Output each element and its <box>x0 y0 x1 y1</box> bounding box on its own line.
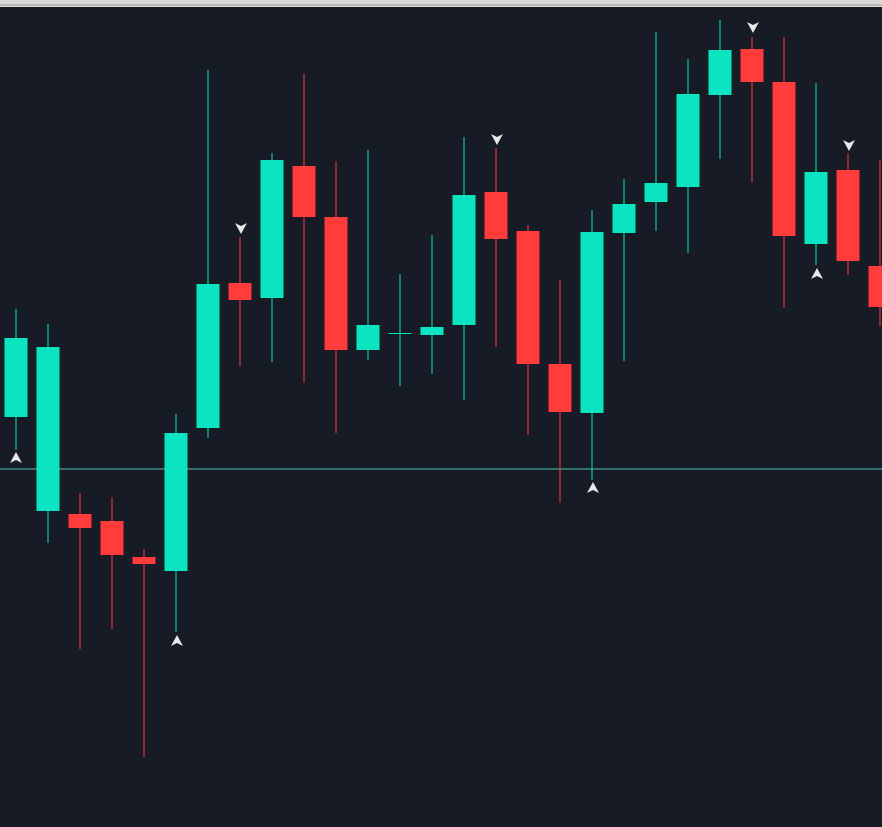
candle-body <box>484 192 508 239</box>
candle-body <box>196 284 220 428</box>
sell-arrow <box>843 140 855 151</box>
sell-arrow <box>235 223 247 234</box>
candle-body <box>708 50 732 95</box>
candle-body <box>452 195 476 325</box>
candle-body <box>644 183 668 202</box>
buy-arrow <box>171 635 183 646</box>
sell-arrow <box>491 134 503 145</box>
candle-body <box>772 82 796 236</box>
candle-body <box>4 338 28 417</box>
candle-body <box>388 333 412 334</box>
candle-body <box>356 325 380 350</box>
buy-arrow <box>10 452 22 463</box>
candle-body <box>228 283 252 300</box>
candle-body <box>292 166 316 217</box>
candle-body <box>740 49 764 82</box>
candle-body <box>420 327 444 335</box>
buy-arrow <box>587 482 599 493</box>
candle-body <box>612 204 636 233</box>
candle-body <box>516 231 540 364</box>
buy-arrow <box>811 268 823 279</box>
candle-body <box>548 364 572 412</box>
candle-body <box>100 521 124 555</box>
candle-body <box>676 94 700 187</box>
candle-body <box>868 266 882 307</box>
candle-body <box>580 232 604 413</box>
candle-body <box>324 217 348 350</box>
top-bar <box>0 0 882 7</box>
candle-body <box>836 170 860 261</box>
candle-body <box>68 514 92 528</box>
candle-body <box>132 557 156 564</box>
candle-body <box>804 172 828 244</box>
candle-body <box>36 347 60 511</box>
signal-markers <box>10 22 855 646</box>
sell-arrow <box>747 22 759 33</box>
candle-body <box>260 160 284 298</box>
candle-body <box>164 433 188 571</box>
